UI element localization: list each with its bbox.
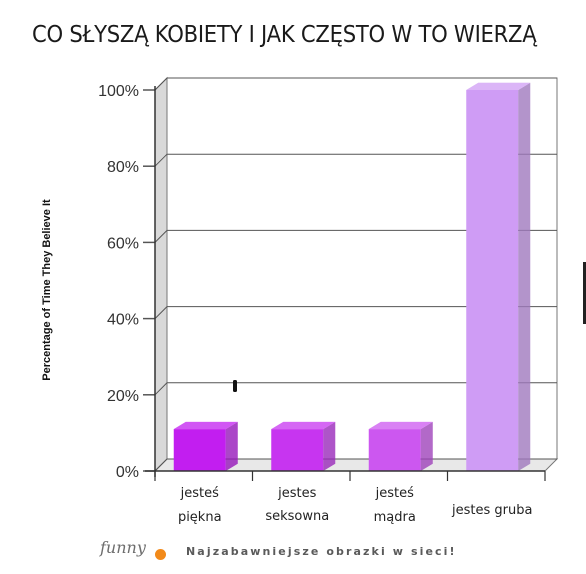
gridline	[154, 77, 557, 91]
edge-bar	[583, 262, 586, 324]
bar-side-shade	[518, 82, 531, 472]
axes	[145, 86, 546, 481]
y-tick-label: 60%	[107, 235, 139, 252]
bar-top	[271, 421, 336, 430]
bar-top	[466, 82, 531, 90]
y-tick-labels: 0% 20% 40% 60% 80% 100%	[98, 83, 139, 481]
plot-side-wall	[154, 76, 168, 473]
bar-top-highlight	[368, 421, 433, 430]
bar-side-shade	[323, 421, 336, 471]
bar-top-highlight	[466, 82, 531, 90]
x-tick-label: jesteś	[180, 486, 219, 501]
x-tick-label: seksowna	[265, 509, 329, 524]
bar-side	[225, 421, 238, 471]
footer: funny Najzabawniejsze obrazki w sieci!	[100, 538, 520, 568]
bar	[466, 82, 531, 472]
chart-title: CO SŁYSZĄ KOBIETY I JAK CZĘSTO W TO WIER…	[32, 22, 537, 48]
y-tick-label: 100%	[98, 83, 139, 100]
bar-side-shade	[225, 421, 238, 471]
gridline	[154, 306, 557, 319]
bar-top-highlight	[271, 421, 336, 430]
bar-top	[368, 421, 433, 430]
x-tick-label: jesteś	[375, 486, 414, 501]
x-tick-label: piękna	[178, 510, 222, 525]
gridline	[154, 153, 557, 167]
y-tick-label: 20%	[107, 388, 139, 405]
bar-side	[323, 421, 336, 471]
bar-side	[420, 421, 433, 471]
x-tick-label: mądra	[374, 510, 416, 525]
bar-side-shade	[420, 421, 433, 471]
x-tick-label: jestes	[277, 486, 316, 501]
y-axis-label: Percentage of Time They Believe It	[41, 199, 53, 381]
y-tick-label: 0%	[116, 464, 139, 481]
bar-front	[271, 429, 324, 471]
y-tick-label: 80%	[107, 159, 139, 176]
bar-top	[173, 421, 238, 430]
bar-front	[173, 429, 226, 471]
bar	[271, 421, 336, 471]
logo-dot-icon	[155, 549, 166, 560]
y-tick-label: 40%	[107, 312, 139, 329]
footer-tagline: Najzabawniejsze obrazki w sieci!	[186, 545, 457, 558]
bar	[368, 421, 433, 471]
x-tick-labels: jesteś piękna jestes seksowna jesteś mądra jes…	[178, 486, 533, 525]
bars	[173, 82, 531, 472]
bar-front	[368, 429, 421, 471]
annotation-mark	[233, 380, 237, 392]
bar-top-highlight	[173, 421, 238, 430]
bar-front	[466, 90, 519, 471]
gridline	[154, 229, 557, 243]
gridline	[154, 382, 557, 396]
bar	[173, 421, 238, 471]
site-logo: funny	[100, 538, 146, 557]
bar-side	[518, 82, 531, 472]
x-tick-label: jestes gruba	[451, 503, 532, 518]
